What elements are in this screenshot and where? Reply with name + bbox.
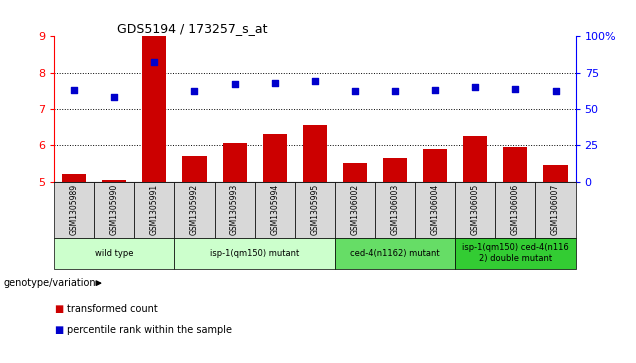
Text: GSM1306004: GSM1306004 — [431, 184, 439, 235]
Text: GSM1306002: GSM1306002 — [350, 184, 359, 235]
Text: ced-4(n1162) mutant: ced-4(n1162) mutant — [350, 249, 440, 258]
Bar — [503, 147, 527, 182]
Text: GSM1305989: GSM1305989 — [69, 184, 79, 235]
Text: wild type: wild type — [95, 249, 134, 258]
Point — [430, 87, 440, 93]
Bar — [544, 165, 567, 182]
Text: GSM1306007: GSM1306007 — [551, 184, 560, 235]
Bar — [62, 174, 86, 182]
Text: GSM1305993: GSM1305993 — [230, 184, 239, 235]
Text: GDS5194 / 173257_s_at: GDS5194 / 173257_s_at — [116, 22, 267, 35]
Bar — [223, 143, 247, 182]
Point — [350, 89, 360, 94]
Text: ■: ■ — [54, 303, 64, 314]
Text: GSM1306005: GSM1306005 — [471, 184, 480, 235]
Point — [149, 60, 160, 65]
Text: genotype/variation: genotype/variation — [3, 278, 96, 288]
Text: GSM1305995: GSM1305995 — [310, 184, 319, 235]
Text: GSM1306003: GSM1306003 — [391, 184, 399, 235]
Text: percentile rank within the sample: percentile rank within the sample — [67, 325, 232, 335]
Bar — [423, 149, 447, 182]
Bar — [102, 180, 127, 182]
Point — [109, 94, 120, 100]
Point — [510, 86, 520, 91]
Text: ■: ■ — [54, 325, 64, 335]
Text: isp-1(qm150) mutant: isp-1(qm150) mutant — [210, 249, 300, 258]
Bar — [303, 125, 327, 182]
Point — [470, 84, 480, 90]
Bar — [183, 156, 207, 182]
Bar — [463, 136, 487, 182]
Text: GSM1305991: GSM1305991 — [150, 184, 159, 235]
Text: GSM1305994: GSM1305994 — [270, 184, 279, 235]
Text: GSM1305992: GSM1305992 — [190, 184, 199, 235]
Point — [390, 89, 400, 94]
Text: isp-1(qm150) ced-4(n116
2) double mutant: isp-1(qm150) ced-4(n116 2) double mutant — [462, 244, 569, 263]
Point — [270, 80, 280, 86]
Bar — [263, 134, 287, 182]
Text: GSM1305990: GSM1305990 — [110, 184, 119, 235]
Point — [230, 81, 240, 87]
Text: GSM1306006: GSM1306006 — [511, 184, 520, 235]
Bar — [383, 158, 407, 182]
Point — [69, 87, 80, 93]
Bar — [142, 36, 167, 182]
Point — [550, 89, 560, 94]
Text: transformed count: transformed count — [67, 303, 158, 314]
Point — [310, 78, 320, 84]
Bar — [343, 163, 367, 182]
Point — [190, 89, 200, 94]
